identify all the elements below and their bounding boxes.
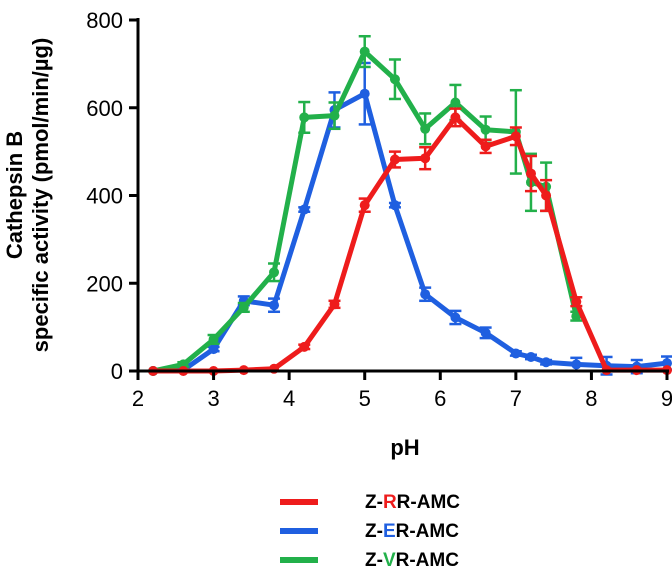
data-point: [329, 299, 340, 310]
data-point: [525, 168, 536, 179]
y-axis-title-line1: Cathepsin B: [2, 131, 27, 259]
data-point: [269, 267, 280, 278]
legend-item-Z-RR-AMC: Z-RR-AMC: [280, 492, 460, 513]
x-tick-label: 6: [434, 386, 446, 411]
y-tick-label: 600: [86, 96, 123, 121]
data-point: [329, 110, 340, 121]
data-point: [571, 311, 582, 322]
legend-item-Z-VR-AMC: Z-VR-AMC: [280, 550, 459, 571]
data-point: [359, 200, 370, 211]
data-point: [389, 200, 400, 211]
legend-label: Z-ER-AMC: [365, 521, 459, 542]
y-tick-label: 200: [86, 271, 123, 296]
data-point: [420, 289, 431, 300]
legend: Z-RR-AMC Z-ER-AMC Z-VR-AMC: [280, 492, 460, 571]
data-point: [359, 88, 370, 99]
x-tick-label: 7: [510, 386, 522, 411]
x-tick-label: 8: [585, 386, 597, 411]
y-tick-label: 400: [86, 184, 123, 209]
legend-label: Z-RR-AMC: [365, 492, 460, 513]
x-tick-label: 4: [283, 386, 295, 411]
data-point: [541, 190, 552, 201]
x-tick-label: 5: [359, 386, 371, 411]
y-tick-label: 0: [111, 359, 123, 384]
data-point: [480, 327, 491, 338]
data-point: [450, 112, 461, 123]
x-tick-label: 3: [207, 386, 219, 411]
data-point: [299, 112, 310, 123]
data-point: [389, 154, 400, 165]
data-point: [510, 131, 521, 142]
data-point: [238, 302, 249, 313]
data-point: [510, 348, 521, 359]
legend-label: Z-VR-AMC: [365, 550, 459, 571]
data-point: [420, 123, 431, 134]
x-tick-label: 2: [132, 386, 144, 411]
data-point: [389, 74, 400, 85]
data-point: [299, 204, 310, 215]
legend-item-Z-ER-AMC: Z-ER-AMC: [280, 521, 459, 542]
x-tick-label: 9: [661, 386, 672, 411]
data-point: [571, 296, 582, 307]
data-point: [359, 46, 370, 57]
data-point: [525, 351, 536, 362]
data-point: [299, 341, 310, 352]
data-point: [480, 141, 491, 152]
data-point: [420, 153, 431, 164]
y-tick-label: 800: [86, 8, 123, 33]
data-point: [450, 97, 461, 108]
data-point: [662, 358, 672, 369]
data-point: [208, 344, 219, 355]
data-point: [571, 359, 582, 370]
data-point: [208, 334, 219, 345]
y-axis-title-line2: specific activity (pmol/min/µg): [28, 38, 53, 353]
data-point: [541, 357, 552, 368]
data-point: [450, 312, 461, 323]
x-axis-title: pH: [390, 435, 419, 460]
data-point: [269, 300, 280, 311]
data-point: [480, 124, 491, 135]
